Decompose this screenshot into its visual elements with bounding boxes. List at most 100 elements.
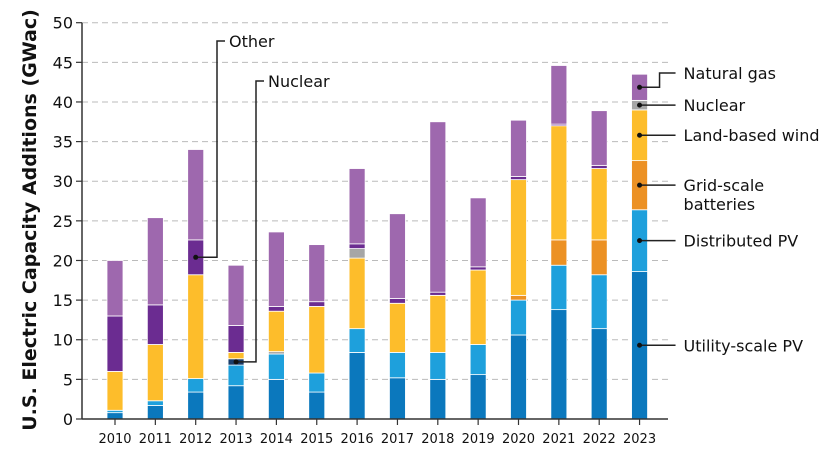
callout-line (236, 80, 264, 363)
callout-dot (193, 254, 199, 260)
y-tick-label: 30 (53, 172, 73, 191)
legend-label-natural_gas: Natural gas (684, 64, 776, 83)
y-tick-label: 45 (53, 53, 73, 72)
bar-segment-wind (308, 306, 326, 374)
x-tick-label: 2021 (542, 432, 575, 447)
x-tick-label: 2016 (341, 432, 374, 447)
bar-segment-wind (187, 274, 205, 379)
legend-label-utility_pv: Utility-scale PV (684, 336, 804, 355)
legend-label-wind: Land-based wind (684, 126, 820, 145)
bar-segment-distributed_pv (389, 352, 406, 379)
bar-segment-wind (510, 179, 527, 296)
legend-leader (639, 72, 676, 89)
bar-segment-natural_gas (187, 149, 205, 241)
bar-segment-other (590, 164, 608, 169)
bar-segment-utility_pv (429, 378, 447, 420)
bar-segment-distributed_pv (590, 274, 608, 330)
bar-segment-utility_pv (550, 309, 568, 420)
bar-segment-utility_pv (348, 352, 366, 420)
bar-segment-other (267, 306, 285, 312)
bar-segment-distributed_pv (146, 400, 164, 406)
y-tick-label: 15 (53, 291, 73, 310)
bar-segment-natural_gas (308, 244, 326, 303)
bar-segment-distributed_pv (510, 299, 527, 336)
x-tick-label: 2018 (421, 432, 454, 447)
axes: 0 5 10 15 20 25 30 35 40 45 50 2010 2011 2012 2013 2014… (53, 14, 668, 447)
y-tick-label: 0 (63, 410, 73, 429)
y-tick-label: 40 (53, 93, 73, 112)
bar-segment-wind (389, 302, 406, 353)
bar-segment-utility_pv (308, 391, 326, 420)
x-tick-label: 2017 (381, 432, 414, 447)
bar-segment-distributed_pv (308, 372, 326, 393)
bar-segment-utility_pv (146, 405, 164, 420)
bar-segment-other (510, 176, 527, 181)
legend-label-distributed_pv: Distributed PV (684, 232, 799, 251)
bar-segment-other (429, 291, 447, 296)
bar-segment-other (106, 315, 124, 372)
legend-dot (637, 102, 643, 108)
legend-label-batteries: batteries (684, 195, 756, 214)
bar-segment-distributed_pv (348, 328, 366, 353)
bar-segment-wind (146, 344, 164, 402)
bar-segment-utility_pv (227, 385, 245, 420)
bar-segment-other (469, 266, 487, 271)
y-tick-label: 5 (63, 370, 73, 389)
y-tick-label: 50 (53, 14, 73, 33)
bar-segment-natural_gas (429, 121, 447, 293)
x-tick-label: 2013 (220, 432, 253, 447)
legend-label-nuclear: Nuclear (684, 96, 746, 115)
bar-segment-other (389, 298, 406, 304)
y-tick-label: 35 (53, 133, 73, 152)
legend-dot (637, 342, 643, 348)
bar-segment-natural_gas (389, 213, 406, 299)
annotation-label: Nuclear (268, 72, 330, 91)
bar-segment-natural_gas (550, 65, 568, 125)
legend-dot (637, 132, 643, 138)
bar-segment-utility_pv (469, 374, 487, 420)
bar-segment-wind (267, 310, 285, 353)
bar-segment-distributed_pv (187, 378, 205, 393)
bar-segment-batteries (590, 239, 608, 276)
callout-line (195, 40, 225, 259)
annotation-label: Other (229, 32, 275, 51)
callouts: Other Nuclear Natural gas Nuclear Land-based… (193, 32, 820, 365)
bar-segment-distributed_pv (429, 352, 447, 380)
bar-segment-utility_pv (267, 378, 285, 420)
callout-dot (233, 359, 239, 365)
bar-segment-wind (106, 371, 124, 411)
bar-segment-utility_pv (389, 377, 406, 420)
bar-segment-utility_pv (187, 391, 205, 420)
x-tick-label: 2010 (98, 432, 131, 447)
bar-segment-distributed_pv (550, 264, 568, 311)
x-tick-label: 2020 (502, 432, 535, 447)
bar-segment-utility_pv (590, 328, 608, 420)
bar-segment-other (146, 304, 164, 345)
bar-segment-batteries (510, 294, 527, 301)
bar-segment-natural_gas (227, 264, 245, 326)
bar-segment-batteries (550, 239, 568, 266)
bar-segment-wind (429, 294, 447, 353)
legend-dot (637, 182, 643, 188)
bar-segment-other (308, 301, 326, 307)
bar-segment-wind (227, 352, 245, 360)
bar-segment-natural_gas (146, 217, 164, 306)
bar-segment-natural_gas (469, 197, 487, 268)
bar-segment-wind (550, 125, 568, 241)
bar-segment-natural_gas (106, 260, 124, 317)
x-tick-label: 2019 (462, 432, 495, 447)
bar-segment-utility_pv (106, 412, 124, 420)
legend-dot (637, 238, 643, 244)
bar-segment-distributed_pv (227, 364, 245, 387)
bar-segment-wind (469, 269, 487, 345)
y-axis-label: U.S. Electric Capacity Additions (GWac) (19, 9, 41, 431)
bar-segment-natural_gas (267, 231, 285, 307)
x-tick-label: 2012 (179, 432, 212, 447)
bar-segment-natural_gas (348, 168, 366, 245)
gridlines (82, 22, 668, 380)
y-tick-label: 20 (53, 251, 73, 270)
legend-dot (637, 84, 643, 90)
bar-segment-natural_gas (510, 119, 527, 177)
bar-segment-natural_gas (590, 110, 608, 166)
